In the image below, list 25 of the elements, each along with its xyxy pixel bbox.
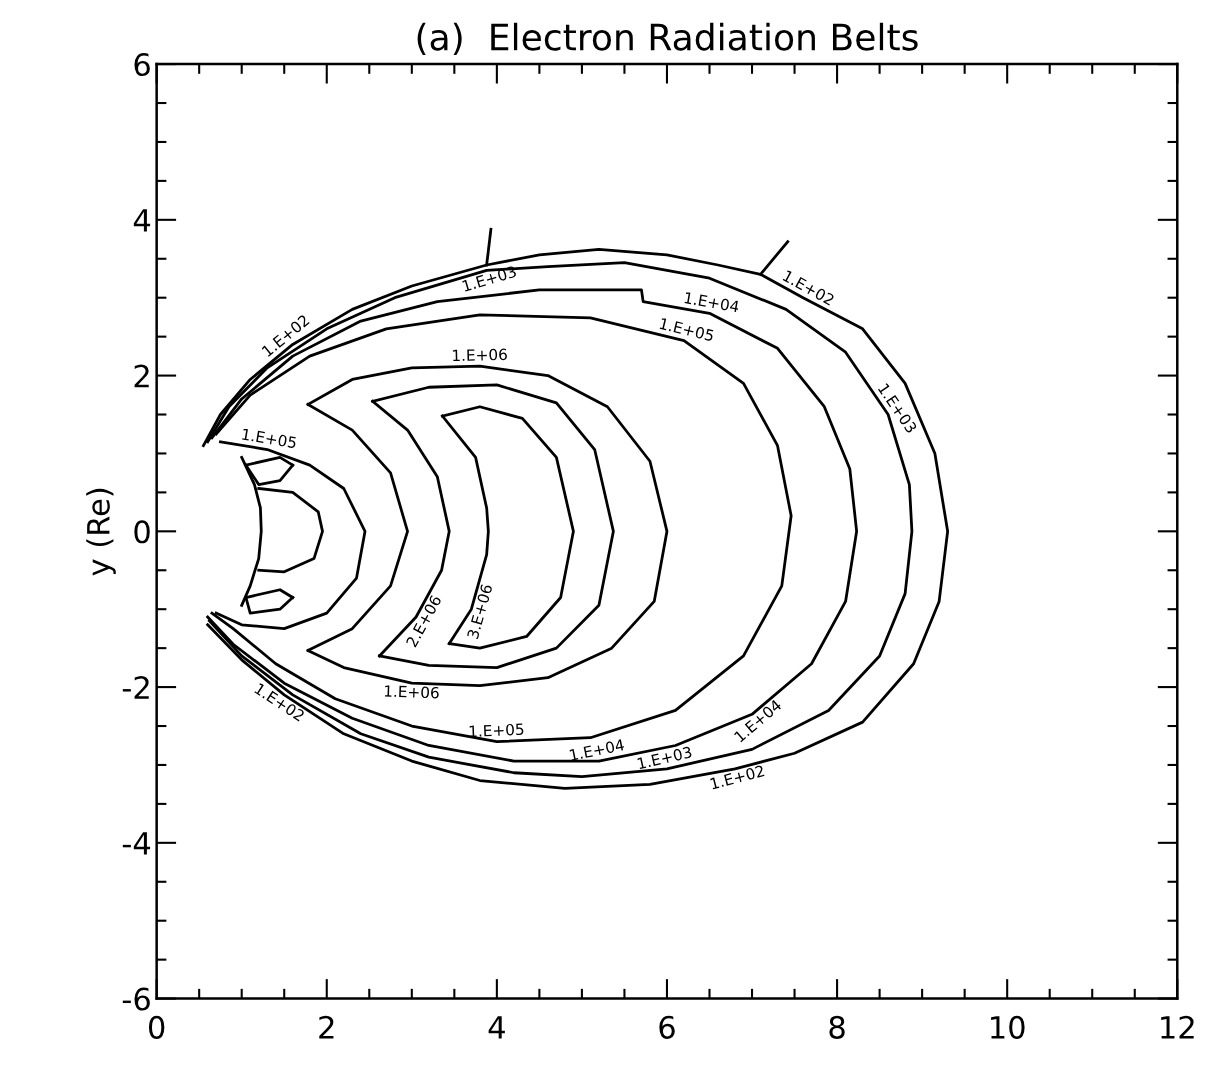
x-tick-label: 4 — [488, 1016, 505, 1039]
annotation: 1.E+05 — [241, 428, 297, 449]
x-tick-label: 10 — [991, 1015, 1025, 1039]
y-tick-label: -4 — [122, 832, 151, 855]
annotation: 1.E+06 — [452, 348, 507, 362]
annotation: 1.E+06 — [384, 685, 439, 699]
y-tick-label: 6 — [134, 53, 150, 77]
annotation: 1.E+04 — [684, 291, 740, 313]
annotation: 3.E+06 — [466, 583, 493, 640]
annotation: 1.E+05 — [659, 317, 715, 342]
annotation: 1.E+03 — [637, 746, 693, 770]
x-tick-label: 2 — [319, 1015, 334, 1039]
chart-title: (a) Electron Radiation Belts — [417, 22, 918, 55]
x-tick-label: 8 — [829, 1015, 845, 1039]
y-tick-label: 4 — [133, 209, 151, 232]
y-tick-label: -2 — [122, 676, 149, 699]
y-tick-label: 2 — [134, 364, 149, 388]
x-tick-label: 12 — [1161, 1015, 1194, 1039]
y-tick-label: 0 — [134, 520, 150, 544]
x-tick-label: 6 — [659, 1015, 675, 1039]
annotation: 1.E+04 — [569, 738, 625, 761]
y-tick-label: -6 — [122, 987, 150, 1011]
y-axis-title: y (Re) — [86, 488, 116, 576]
annotation: 1.E+02 — [710, 764, 765, 790]
annotation: 1.E+05 — [469, 723, 524, 738]
